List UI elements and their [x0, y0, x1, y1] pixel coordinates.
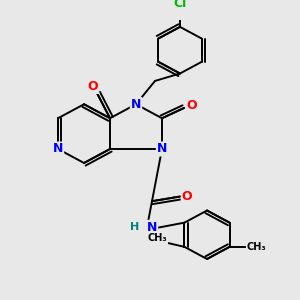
Text: CH₃: CH₃	[148, 233, 167, 244]
Text: O: O	[187, 99, 197, 112]
Text: N: N	[147, 221, 157, 234]
Text: O: O	[182, 190, 192, 203]
Text: N: N	[131, 98, 141, 111]
Text: N: N	[53, 142, 63, 155]
Text: O: O	[88, 80, 98, 93]
Text: H: H	[130, 222, 140, 232]
Text: Cl: Cl	[173, 0, 187, 10]
Text: CH₃: CH₃	[247, 242, 266, 252]
Text: N: N	[157, 142, 167, 155]
